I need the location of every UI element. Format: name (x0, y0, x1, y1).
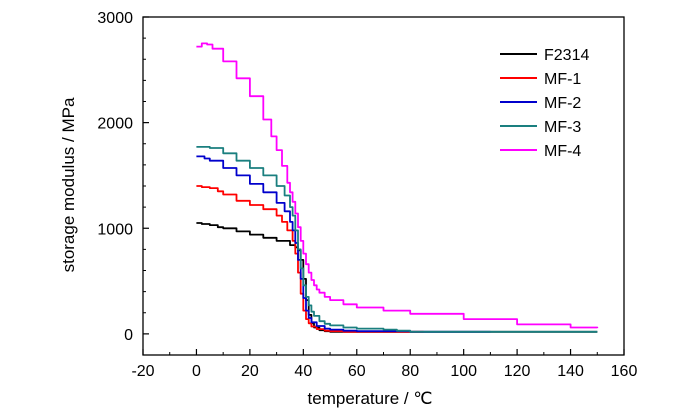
y-axis-label: storage modulus / MPa (59, 97, 78, 272)
plot-frame (142, 16, 625, 356)
series-lines (196, 42, 599, 333)
legend-label-mf-2: MF-2 (544, 95, 581, 112)
x-tick-label: 120 (504, 363, 531, 380)
x-tick-label: -20 (131, 363, 154, 380)
x-tick-label: 0 (192, 363, 201, 380)
x-tick-label: 60 (348, 363, 366, 380)
x-tick-label: 40 (294, 363, 312, 380)
y-tick-label: 3000 (97, 10, 133, 27)
y-tick-label: 1000 (97, 221, 133, 238)
x-tick-label: 100 (450, 363, 477, 380)
x-tick-label: 20 (241, 363, 259, 380)
legend-label-mf-1: MF-1 (544, 71, 581, 88)
x-tick-label: 140 (557, 363, 584, 380)
y-tick-label: 2000 (97, 116, 133, 133)
x-tick-label: 80 (401, 363, 419, 380)
legend-label-mf-4: MF-4 (544, 143, 581, 160)
series-line-f2314 (196, 222, 598, 333)
plot-border (142, 16, 625, 356)
series-line-mf-3 (196, 146, 598, 333)
legend-label-mf-3: MF-3 (544, 119, 581, 136)
series-line-mf-2 (196, 155, 491, 333)
series-line-mf-4 (196, 42, 599, 329)
x-tick-label: 160 (611, 363, 638, 380)
y-tick-label: 0 (124, 327, 133, 344)
legend-label-f2314: F2314 (544, 47, 589, 64)
axis-ticks: -20 0 20 40 60 80 100 120 140 160 0 1000 2000 3000 (97, 10, 637, 380)
legend: F2314 MF-1 MF-2 MF-3 MF-4 (500, 47, 589, 160)
x-axis-label: temperature / ℃ (308, 389, 433, 408)
